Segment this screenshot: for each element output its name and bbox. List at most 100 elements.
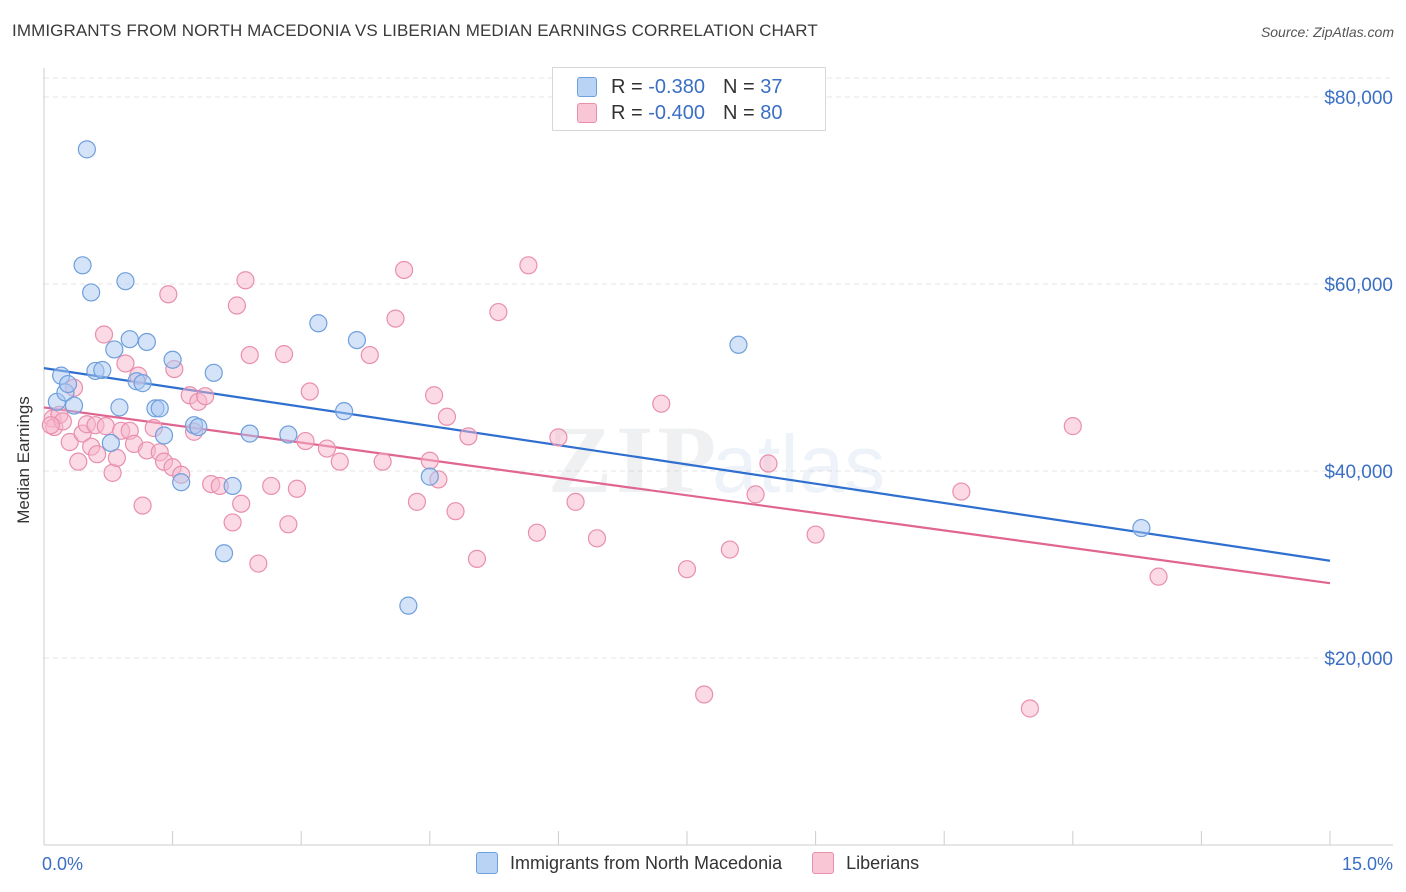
legend-n-label: N = (723, 75, 755, 98)
data-point-liberians (133, 496, 152, 515)
y-tick-label: $80,000 (1324, 88, 1393, 109)
trend-line-north-macedonia (43, 367, 1331, 562)
data-point-liberians (41, 416, 60, 435)
series-north-macedonia (47, 140, 1151, 615)
series-liberians (41, 256, 1168, 718)
grid-lines (44, 77, 1393, 659)
data-point-liberians (459, 427, 478, 446)
data-point-liberians (196, 387, 215, 406)
data-point-liberians (240, 345, 259, 365)
legend-label-north-macedonia: Immigrants from North Macedonia (510, 852, 783, 873)
data-point-liberians (420, 451, 439, 470)
data-point-liberians (96, 417, 115, 436)
data-point-north-macedonia (309, 314, 328, 333)
data-point-north-macedonia (240, 424, 259, 443)
legend-swatch-blue (476, 852, 498, 874)
x-tick-label: 15.0% (1342, 854, 1393, 874)
data-point-liberians (227, 296, 246, 315)
x-tick-labels: 0.0% 15.0% (42, 854, 1393, 874)
data-point-liberians (652, 394, 671, 413)
data-point-north-macedonia (77, 140, 96, 159)
data-point-north-macedonia (204, 363, 223, 382)
data-point-north-macedonia (399, 596, 418, 615)
legend-r-label: R = (611, 101, 643, 124)
data-point-liberians (407, 492, 427, 511)
data-point-north-macedonia (1132, 518, 1151, 538)
data-point-liberians (249, 554, 268, 573)
legend-item-liberians: Liberians (812, 852, 919, 874)
data-point-north-macedonia (73, 256, 92, 275)
data-point-liberians (69, 452, 88, 471)
data-point-liberians (103, 463, 122, 482)
data-point-liberians (527, 523, 547, 542)
legend-row-liberians: R = -0.400 N = 80 (577, 101, 783, 125)
data-point-liberians (159, 285, 178, 304)
data-point-liberians (274, 345, 294, 364)
data-point-north-macedonia (347, 331, 367, 350)
data-point-liberians (587, 529, 607, 548)
data-point-north-macedonia (172, 473, 191, 492)
data-point-north-macedonia (110, 398, 129, 417)
trend-lines (43, 367, 1331, 585)
legend-swatch-blue (577, 77, 597, 97)
y-tick-label: $40,000 (1324, 462, 1393, 483)
data-point-north-macedonia (223, 476, 242, 496)
data-point-liberians (1063, 417, 1082, 436)
x-tick-label: 0.0% (42, 854, 83, 874)
trend-line-liberians (43, 406, 1331, 585)
y-tick-label: $60,000 (1324, 275, 1393, 296)
data-point-north-macedonia (120, 330, 139, 349)
data-point-north-macedonia (163, 350, 182, 369)
data-point-liberians (720, 540, 739, 559)
data-point-liberians (695, 685, 714, 704)
data-point-liberians (394, 260, 414, 280)
data-point-liberians (1020, 699, 1040, 718)
data-point-north-macedonia (93, 360, 112, 380)
legend-n-value: 80 (760, 101, 783, 124)
legend-row-north-macedonia: R = -0.380 N = 37 (577, 75, 783, 99)
data-point-north-macedonia (82, 283, 101, 302)
data-point-liberians (566, 492, 585, 511)
data-point-liberians (232, 494, 251, 513)
data-point-liberians (424, 386, 444, 405)
data-point-liberians (330, 452, 349, 471)
data-point-liberians (236, 271, 255, 290)
data-point-liberians (317, 439, 337, 458)
data-point-liberians (60, 432, 79, 452)
data-point-liberians (116, 354, 135, 373)
data-point-liberians (746, 485, 765, 504)
data-point-liberians (1149, 567, 1168, 586)
data-point-north-macedonia (420, 467, 439, 486)
watermark: ZIP atlas (548, 406, 885, 513)
data-point-liberians (677, 560, 697, 579)
data-point-north-macedonia (214, 544, 234, 563)
data-point-north-macedonia (64, 396, 84, 415)
data-point-liberians (759, 454, 778, 473)
data-point-liberians (262, 476, 281, 496)
data-point-north-macedonia (101, 433, 120, 453)
data-point-liberians (952, 482, 971, 501)
data-point-liberians (279, 515, 298, 534)
data-point-liberians (519, 256, 538, 275)
source-label: Source: ZipAtlas.com (1260, 24, 1394, 40)
data-point-liberians (94, 325, 114, 344)
axes (43, 68, 1393, 846)
data-point-liberians (296, 431, 315, 451)
chart-title: IMMIGRANTS FROM NORTH MACEDONIA VS LIBER… (12, 21, 818, 40)
data-point-north-macedonia (116, 272, 135, 291)
data-point-liberians (287, 479, 307, 498)
data-point-liberians (489, 302, 508, 322)
data-point-liberians (549, 428, 568, 447)
legend-label-liberians: Liberians (846, 852, 920, 873)
data-point-liberians (386, 309, 405, 328)
data-point-north-macedonia (105, 340, 124, 359)
y-tick-label: $20,000 (1324, 649, 1393, 670)
data-point-liberians (88, 445, 107, 464)
data-point-north-macedonia (137, 332, 156, 352)
legend-n-value: 37 (760, 75, 783, 98)
data-point-liberians (360, 345, 379, 365)
legend-swatch-pink (577, 103, 597, 123)
data-point-north-macedonia (729, 335, 748, 354)
data-point-north-macedonia (150, 399, 169, 418)
